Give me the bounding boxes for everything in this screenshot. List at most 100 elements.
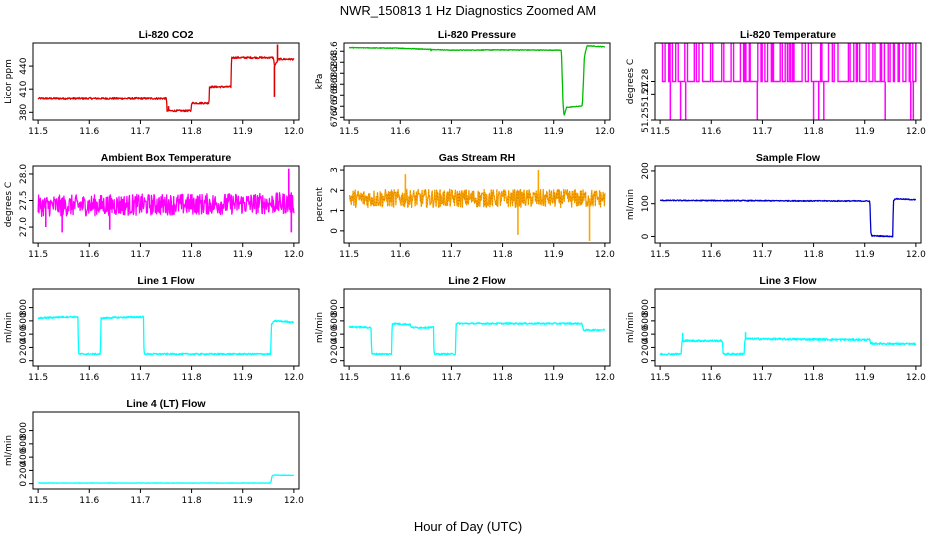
x-tick-label: 12.0 [906, 373, 926, 383]
x-tick-label: 12.0 [906, 250, 926, 260]
y-axis-label: kPa [315, 74, 325, 90]
x-tick-label: 11.7 [752, 127, 772, 137]
x-tick-label: 11.5 [28, 373, 48, 383]
series-line-sample [659, 197, 917, 238]
panel-co2: Li-820 CO2 11.5 11.6 11.7 11.8 11.9 12.0 380 410… [4, 29, 304, 137]
y-tick-label: 400 [330, 325, 340, 342]
y-axis-label: ml/min [4, 312, 14, 343]
x-tick-label: 11.6 [79, 250, 99, 260]
y-tick-label: 0 [641, 233, 651, 239]
series-group [348, 170, 606, 241]
panel-title: Line 1 Flow [137, 275, 195, 287]
y-tick-label: 67.8 [330, 85, 340, 105]
x-tick-label: 11.6 [701, 250, 721, 260]
panel-frame [32, 288, 300, 367]
y-tick-label: 1 [330, 208, 340, 214]
figure-title: NWR_150813 1 Hz Diagnostics Zoomed AM [340, 3, 597, 18]
panel-pressure: Li-820 Pressure 11.5 11.6 11.7 11.8 11.9 12.0 6… [315, 29, 615, 137]
series-line-line4 [37, 474, 295, 484]
x-tick-label: 11.9 [233, 250, 253, 260]
y-axis-label: ml/min [4, 435, 14, 466]
panel-rh: Gas Stream RH 11.5 11.6 11.7 11.8 11.9 12.0 0 1 2… [315, 152, 615, 260]
panel-title: Ambient Box Temperature [101, 152, 232, 164]
panel-frame [32, 411, 300, 490]
series-group [348, 322, 606, 356]
y-tick-label: 800 [19, 299, 29, 316]
y-tick-label: 800 [330, 299, 340, 316]
x-tick-label: 11.6 [701, 127, 721, 137]
y-tick-label: 68.6 [330, 41, 340, 61]
x-tick-label: 11.5 [28, 127, 48, 137]
x-tick-label: 11.7 [130, 496, 150, 506]
x-tick-label: 12.0 [595, 127, 615, 137]
y-tick-label: 51.28 [641, 68, 651, 94]
y-tick-label: 200 [641, 162, 651, 179]
x-tick-label: 11.9 [233, 127, 253, 137]
series-line-line2 [348, 322, 606, 356]
y-tick-label: 600 [641, 312, 651, 329]
x-tick-label: 11.9 [544, 250, 564, 260]
x-tick-label: 11.6 [390, 127, 410, 137]
x-tick-label: 11.6 [79, 496, 99, 506]
panel-title: Gas Stream RH [439, 152, 515, 164]
series-line-ambient [37, 192, 295, 218]
panel-title: Line 2 Flow [448, 275, 506, 287]
y-tick-label: 67.4 [330, 107, 340, 127]
panel-temp820: Li-820 Temperature 11.5 11.6 11.7 11.8 11.9 12… [626, 29, 926, 137]
y-tick-label: 2 [330, 187, 340, 193]
panel-sample: Sample Flow 11.5 11.6 11.7 11.8 11.9 12.0 0 100 2… [626, 152, 926, 260]
y-axis-label: ml/min [626, 189, 636, 220]
x-tick-label: 12.0 [595, 373, 615, 383]
y-tick-label: 0 [641, 358, 651, 364]
panels-container: Li-820 CO2 11.5 11.6 11.7 11.8 11.9 12.0 380 410… [4, 29, 926, 506]
series-line-line1 [37, 315, 295, 356]
series-group [37, 44, 295, 113]
panel-frame [654, 165, 922, 244]
panel-line3: Line 3 Flow 11.5 11.6 11.7 11.8 11.9 12.0 0 2004… [626, 275, 926, 383]
series-line-pressure [348, 44, 606, 116]
y-tick-label: 0 [330, 358, 340, 364]
x-tick-label: 12.0 [284, 127, 304, 137]
x-tick-label: 11.6 [390, 373, 410, 383]
panel-ambient: Ambient Box Temperature 11.5 11.6 11.7 11.8 1… [4, 152, 304, 260]
y-tick-label: 0 [19, 358, 29, 364]
y-tick-label: 380 [19, 103, 29, 120]
x-tick-label: 11.7 [130, 250, 150, 260]
x-tick-label: 12.0 [284, 250, 304, 260]
x-tick-label: 11.8 [493, 373, 513, 383]
panel-frame [343, 288, 611, 367]
x-tick-label: 11.9 [855, 373, 875, 383]
y-tick-label: 400 [641, 325, 651, 342]
x-tick-label: 11.9 [855, 250, 875, 260]
panel-title: Li-820 Pressure [438, 29, 516, 41]
panel-frame [32, 42, 300, 121]
y-axis-label: ml/min [626, 312, 636, 343]
x-tick-label: 11.5 [650, 373, 670, 383]
series-line-line3 [659, 337, 917, 356]
y-tick-label: 51.25 [641, 107, 651, 133]
x-tick-label: 11.8 [804, 250, 824, 260]
panel-line2: Line 2 Flow 11.5 11.6 11.7 11.8 11.9 12.0 0 2004… [315, 275, 615, 383]
y-tick-label: 440 [19, 57, 29, 74]
y-axis-label: degrees C [626, 59, 636, 104]
x-tick-label: 11.7 [752, 373, 772, 383]
y-axis-label: Licor ppm [4, 59, 14, 104]
x-tick-label: 12.0 [284, 496, 304, 506]
x-tick-label: 11.8 [804, 127, 824, 137]
y-tick-label: 600 [19, 312, 29, 329]
panel-title: Li-820 Temperature [740, 29, 836, 41]
y-tick-label: 600 [330, 312, 340, 329]
y-axis-label: degrees C [4, 182, 14, 227]
x-tick-label: 11.5 [339, 127, 359, 137]
y-axis-label: ml/min [315, 312, 325, 343]
x-tick-label: 11.6 [79, 373, 99, 383]
series-group [659, 332, 917, 356]
y-axis-label: percent [315, 187, 325, 222]
y-tick-label: 200 [19, 339, 29, 356]
series-group [37, 315, 295, 356]
y-tick-label: 600 [19, 435, 29, 452]
x-tick-label: 11.9 [233, 373, 253, 383]
figure-x-axis-label: Hour of Day (UTC) [414, 519, 522, 534]
x-tick-label: 11.8 [182, 373, 202, 383]
y-tick-label: 68.0 [330, 74, 340, 94]
